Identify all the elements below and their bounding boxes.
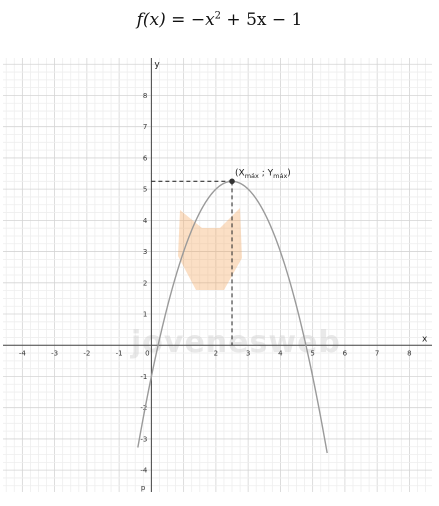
vertex-marker: (Xmáx ; Ymáx)	[229, 168, 291, 185]
y-tick-label: -4	[140, 467, 148, 475]
x-tick-label: 6	[343, 349, 348, 357]
y-tick-label: 5	[143, 186, 147, 194]
x-tick-label: 5	[310, 349, 314, 357]
x-tick-label: 7	[375, 349, 379, 357]
y-tick-label: 2	[143, 279, 147, 287]
watermark: jovenesweb	[130, 208, 340, 360]
y-tick-label: 4	[143, 217, 148, 225]
vertex-label-text: )	[287, 168, 291, 178]
y-tick-label: 6	[143, 154, 148, 162]
x-tick-label: -4	[19, 349, 27, 357]
vertex-label: (Xmáx ; Ymáx)	[235, 168, 291, 180]
axes: xy	[3, 58, 432, 492]
y-tick-label: 3	[143, 248, 147, 256]
y-tick-label: 8	[143, 92, 147, 100]
vertex-label-subscript: máx	[245, 172, 259, 180]
x-tick-label: 2	[214, 349, 218, 357]
y-axis-label: y	[154, 60, 160, 70]
x-tick-label: -3	[51, 349, 58, 357]
tick-labels: -4 -3 -2 -1 0 2 3 4 5 6 7 8 -4 -3 -2 -1 1 2 3 4 5 6 7 8	[19, 92, 412, 475]
x-tick-label: -1	[116, 349, 123, 357]
vertex-label-text: ; Y	[259, 168, 274, 178]
y-tick-label: 1	[143, 311, 147, 319]
grid-lines	[3, 58, 432, 492]
fox-logo-icon	[178, 208, 242, 290]
vertex-guide-lines	[151, 180, 233, 346]
x-tick-label: 0	[145, 349, 149, 357]
x-axis-label: x	[422, 334, 428, 344]
vertex-label-subscript: máx	[273, 172, 287, 180]
x-tick-label: 4	[278, 349, 283, 357]
x-tick-label: 8	[407, 349, 411, 357]
y-tick-label: 7	[143, 123, 147, 131]
y-tick-label: -1	[140, 373, 147, 381]
function-equation-title: f(x) = −x2 + 5x − 1	[136, 10, 303, 30]
vertex-point	[229, 178, 235, 185]
vertex-label-text: (X	[235, 168, 245, 178]
x-tick-label: -2	[83, 349, 90, 357]
x-tick-label: 3	[246, 349, 250, 357]
curve-label: p	[141, 484, 146, 492]
y-tick-label: -3	[140, 435, 147, 443]
y-tick-label: -2	[140, 404, 147, 412]
